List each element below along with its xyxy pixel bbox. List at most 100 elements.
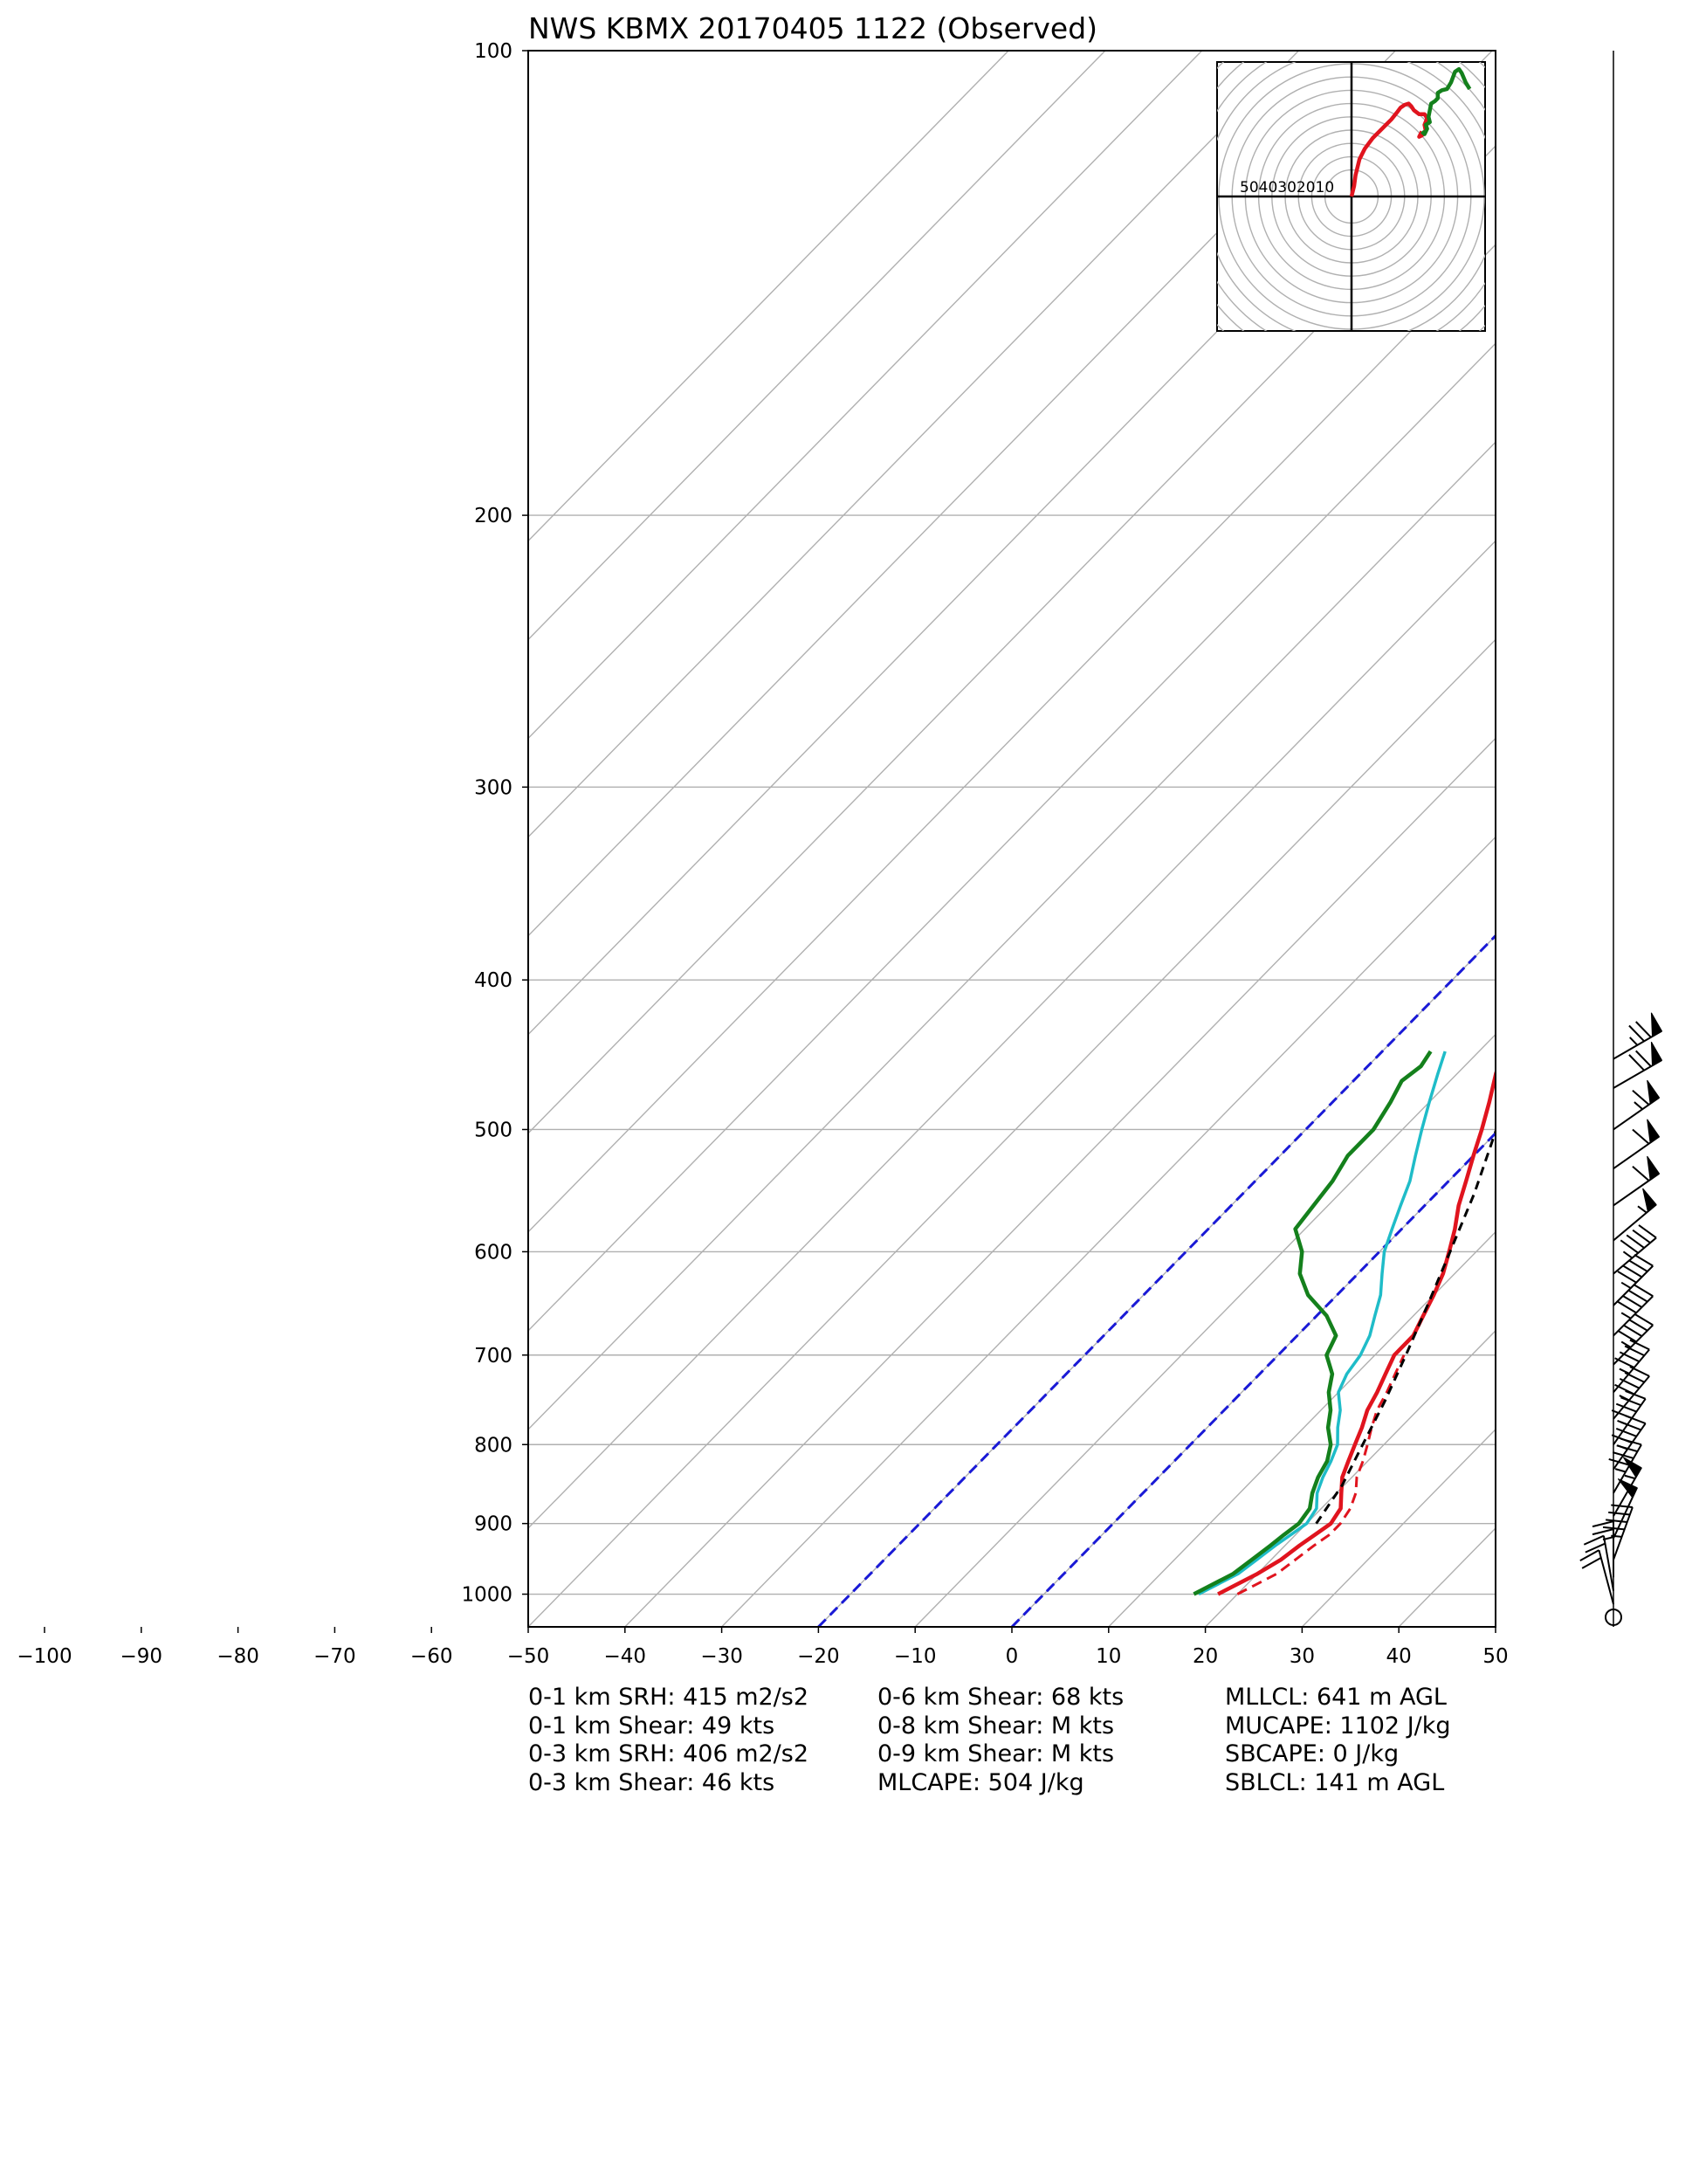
y-tick-label-500: 500 [474, 1119, 512, 1141]
barb-full [1635, 1021, 1652, 1038]
barb-full [1624, 1372, 1645, 1383]
wind-barb [1613, 1284, 1654, 1337]
wind-barb [1608, 1437, 1642, 1494]
barb-full [1626, 1234, 1645, 1249]
barb-full [1615, 1428, 1637, 1437]
isotherm--120 [528, 51, 1396, 937]
barb-full [1579, 1549, 1599, 1562]
barb-full [1632, 1166, 1650, 1182]
x-tick-label-10: 10 [1096, 1645, 1121, 1668]
wind-barb [1613, 1188, 1657, 1242]
wind-barb [1613, 1457, 1642, 1517]
barb-flag [1642, 1188, 1657, 1213]
barb-full [1628, 1024, 1645, 1042]
barb-full [1628, 1259, 1648, 1272]
barb-full [1619, 1377, 1641, 1389]
barb-full [1625, 1390, 1647, 1400]
temperature-profile [1217, 1068, 1496, 1596]
barb-flag [1647, 1119, 1661, 1144]
barb-full [1628, 1054, 1645, 1071]
wind-barb [1613, 1012, 1663, 1060]
barb-shaft [1613, 1443, 1642, 1494]
barb-flag [1647, 1155, 1661, 1181]
isotherm--60 [528, 540, 1496, 1529]
barb-shaft [1613, 1506, 1634, 1560]
hodograph-trace-green [1420, 66, 1472, 136]
barb-shaft [1613, 1295, 1654, 1337]
virtual_temperature-profile [1236, 1354, 1406, 1595]
pressure-axis: 100 200 300 400 500 600 700 800 900 1000 [461, 40, 528, 1607]
y-tick-label-700: 700 [474, 1345, 512, 1368]
wind-barb [1613, 1254, 1654, 1306]
barb-full [1592, 1528, 1614, 1536]
barb-half [1629, 1037, 1639, 1046]
param-sblcl: SBLCL: 141 m AGL [1225, 1768, 1445, 1796]
barb-half [1620, 1340, 1632, 1348]
barb-full [1622, 1264, 1643, 1278]
barb-shaft [1613, 1324, 1654, 1366]
wind-barb [1579, 1549, 1614, 1605]
y-tick-label-400: 400 [474, 969, 512, 992]
wind-barbs [1579, 51, 1663, 1627]
barb-full [1614, 1357, 1635, 1368]
barb-full [1620, 1421, 1641, 1431]
param-0-1km-srh: 0-1 km SRH: 415 m2/s2 [528, 1684, 809, 1711]
isotherm--80 [528, 342, 1496, 1332]
x-tick-label--10: −10 [894, 1645, 937, 1668]
barb-half [1634, 1101, 1643, 1110]
param-0-1km-shear: 0-1 km Shear: 49 kts [528, 1712, 775, 1740]
barb-full [1612, 1451, 1634, 1459]
barb-half [1614, 1468, 1627, 1473]
hodograph-ring-labels: 5040302010 [1240, 179, 1334, 196]
param-0-3km-shear: 0-3 km Shear: 46 kts [528, 1768, 775, 1796]
x-tick-label--100: −100 [17, 1645, 72, 1668]
barb-half [1622, 1250, 1634, 1259]
barb-half [1619, 1368, 1630, 1374]
x-tick-label--20: −20 [797, 1645, 840, 1668]
barb-full [1622, 1324, 1643, 1337]
barb-flag [1622, 1457, 1642, 1478]
isotherm--140 [528, 51, 1203, 740]
barb-full [1625, 1415, 1647, 1425]
y-tick-label-100: 100 [474, 40, 512, 63]
wind-barb [1613, 1339, 1650, 1394]
barb-half [1620, 1312, 1632, 1319]
parcel-profile [1315, 1126, 1496, 1525]
wind-barb [1602, 1504, 1634, 1560]
parameters-column-1: 0-1 km SRH: 415 m2/s2 0-1 km Shear: 49 k… [528, 1684, 808, 1797]
x-tick-label-30: 30 [1290, 1645, 1315, 1668]
barb-flag [1650, 1012, 1663, 1037]
sounding-parameters: 0-1 km SRH: 415 m2/s2 0-1 km Shear: 49 k… [528, 1684, 1576, 1806]
x-tick-label--30: −30 [700, 1645, 743, 1668]
x-tick-label-50: 50 [1482, 1645, 1508, 1668]
isotherm-highlight--20 [817, 934, 1496, 1627]
param-mllcl: MLLCL: 641 m AGL [1225, 1684, 1447, 1711]
isotherm-20 [1205, 1329, 1496, 1627]
wind-barb [1613, 1119, 1661, 1170]
barb-full [1608, 1511, 1630, 1516]
barb-full [1624, 1345, 1645, 1357]
hodograph: 5040302010 [1216, 61, 1486, 332]
y-tick-label-900: 900 [474, 1513, 512, 1536]
barb-shaft [1613, 1375, 1650, 1420]
sounding-profiles [1193, 1050, 1496, 1596]
barb-full [1628, 1290, 1648, 1303]
barb-full [1628, 1319, 1648, 1332]
barb-full [1581, 1556, 1602, 1569]
param-0-8km-shear: 0-8 km Shear: M kts [877, 1712, 1115, 1740]
wetbulb-profile [1198, 1051, 1447, 1596]
barb-shaft [1613, 1348, 1650, 1394]
barb-half [1620, 1281, 1632, 1289]
param-mucape: MUCAPE: 1102 J/kg [1225, 1712, 1451, 1740]
isotherm--30 [721, 836, 1496, 1627]
barb-full [1622, 1295, 1643, 1308]
x-tick-label-0: 0 [1006, 1645, 1019, 1668]
barb-full [1634, 1284, 1654, 1298]
isotherm--130 [528, 51, 1299, 838]
wind-barb [1613, 1224, 1657, 1275]
isotherm--40 [624, 737, 1496, 1627]
x-tick-label-40: 40 [1386, 1645, 1412, 1668]
barb-flag [1650, 1041, 1663, 1067]
wind-barb [1613, 1155, 1661, 1207]
